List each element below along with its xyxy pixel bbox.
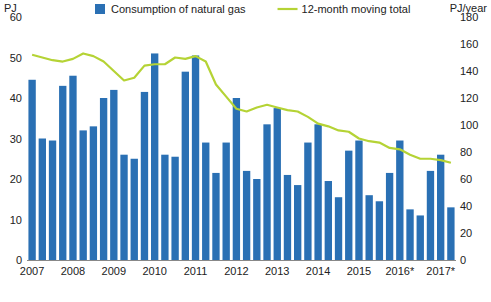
y2-tick-label: 140 <box>460 65 478 77</box>
y2-axis-label: PJ/year <box>450 2 488 14</box>
bar <box>386 173 393 260</box>
x-tick-label: 2013 <box>265 265 289 277</box>
y2-tick-label: 0 <box>460 254 466 266</box>
bar <box>345 151 352 260</box>
y-tick <box>24 260 27 261</box>
x-tick-label: 2009 <box>102 265 126 277</box>
bar <box>253 179 260 260</box>
y-tick-label: 40 <box>10 92 22 104</box>
y2-tick <box>456 152 459 153</box>
bar <box>49 141 56 260</box>
y2-tick <box>456 44 459 45</box>
bar <box>192 55 199 260</box>
x-tick-label: 2017* <box>426 265 455 277</box>
bar <box>243 171 250 260</box>
x-tick-label: 2011 <box>184 265 208 277</box>
bar <box>447 207 454 260</box>
bar <box>59 86 66 260</box>
bar <box>223 143 230 260</box>
chart: 0102030405060020406080100120140160180PJP… <box>0 0 491 302</box>
y2-tick <box>456 125 459 126</box>
bar <box>120 155 127 260</box>
bar <box>90 126 97 260</box>
bar <box>131 159 138 260</box>
bar <box>263 124 270 260</box>
y2-tick <box>456 179 459 180</box>
bar <box>80 130 87 260</box>
bar <box>100 98 107 260</box>
line <box>32 53 451 162</box>
x-tick-label: 2008 <box>61 265 85 277</box>
y2-tick <box>456 260 459 261</box>
bar <box>376 201 383 260</box>
bar <box>151 53 158 260</box>
bar <box>274 108 281 260</box>
y2-tick <box>456 98 459 99</box>
y2-tick <box>456 71 459 72</box>
x-tick-label: 2014 <box>306 265 330 277</box>
x-tick-label: 2016* <box>385 265 414 277</box>
x-tick-label: 2010 <box>142 265 166 277</box>
bar <box>437 155 444 260</box>
bar <box>335 197 342 260</box>
bar <box>355 141 362 260</box>
y2-tick-label: 120 <box>460 92 478 104</box>
bar <box>171 157 178 260</box>
bar <box>427 171 434 260</box>
x-tick-label: 2007 <box>20 265 44 277</box>
bar <box>294 185 301 260</box>
plot-area <box>28 53 454 260</box>
y-tick <box>24 17 27 18</box>
x-tick-label: 2012 <box>224 265 248 277</box>
bar <box>284 175 291 260</box>
y2-tick-label: 80 <box>460 146 472 158</box>
legend-swatch <box>95 4 105 14</box>
y2-tick-label: 60 <box>460 173 472 185</box>
y2-tick-label: 40 <box>460 200 472 212</box>
y-tick-label: 10 <box>10 214 22 226</box>
y2-tick-label: 160 <box>460 38 478 50</box>
y2-tick <box>456 17 459 18</box>
legend-label: 12-month moving total <box>302 3 411 15</box>
y2-tick <box>456 233 459 234</box>
y-tick <box>24 179 27 180</box>
bar <box>325 181 332 260</box>
bar <box>110 90 117 260</box>
y-tick <box>24 57 27 58</box>
bar <box>396 141 403 260</box>
bar <box>406 209 413 260</box>
bar <box>161 155 168 260</box>
bar <box>69 76 76 260</box>
y-axis-label: PJ <box>4 2 17 14</box>
y2-tick <box>456 206 459 207</box>
y-tick <box>24 138 27 139</box>
y-tick <box>24 219 27 220</box>
bar <box>182 72 189 260</box>
y-tick-label: 20 <box>10 173 22 185</box>
bar <box>314 124 321 260</box>
y-tick-label: 30 <box>10 133 22 145</box>
bar <box>28 80 35 260</box>
bar <box>141 92 148 260</box>
bar <box>417 215 424 260</box>
y2-tick-label: 100 <box>460 119 478 131</box>
x-axis <box>27 260 456 261</box>
bar <box>304 143 311 260</box>
bar <box>366 195 373 260</box>
x-tick-label: 2015 <box>347 265 371 277</box>
bar <box>212 173 219 260</box>
y-tick-label: 50 <box>10 52 22 64</box>
bar <box>39 139 46 261</box>
bar <box>233 98 240 260</box>
y2-tick-label: 20 <box>460 227 472 239</box>
y-tick <box>24 98 27 99</box>
legend-label: Consumption of natural gas <box>111 3 246 15</box>
bar <box>202 143 209 260</box>
legend-swatch <box>278 8 298 10</box>
